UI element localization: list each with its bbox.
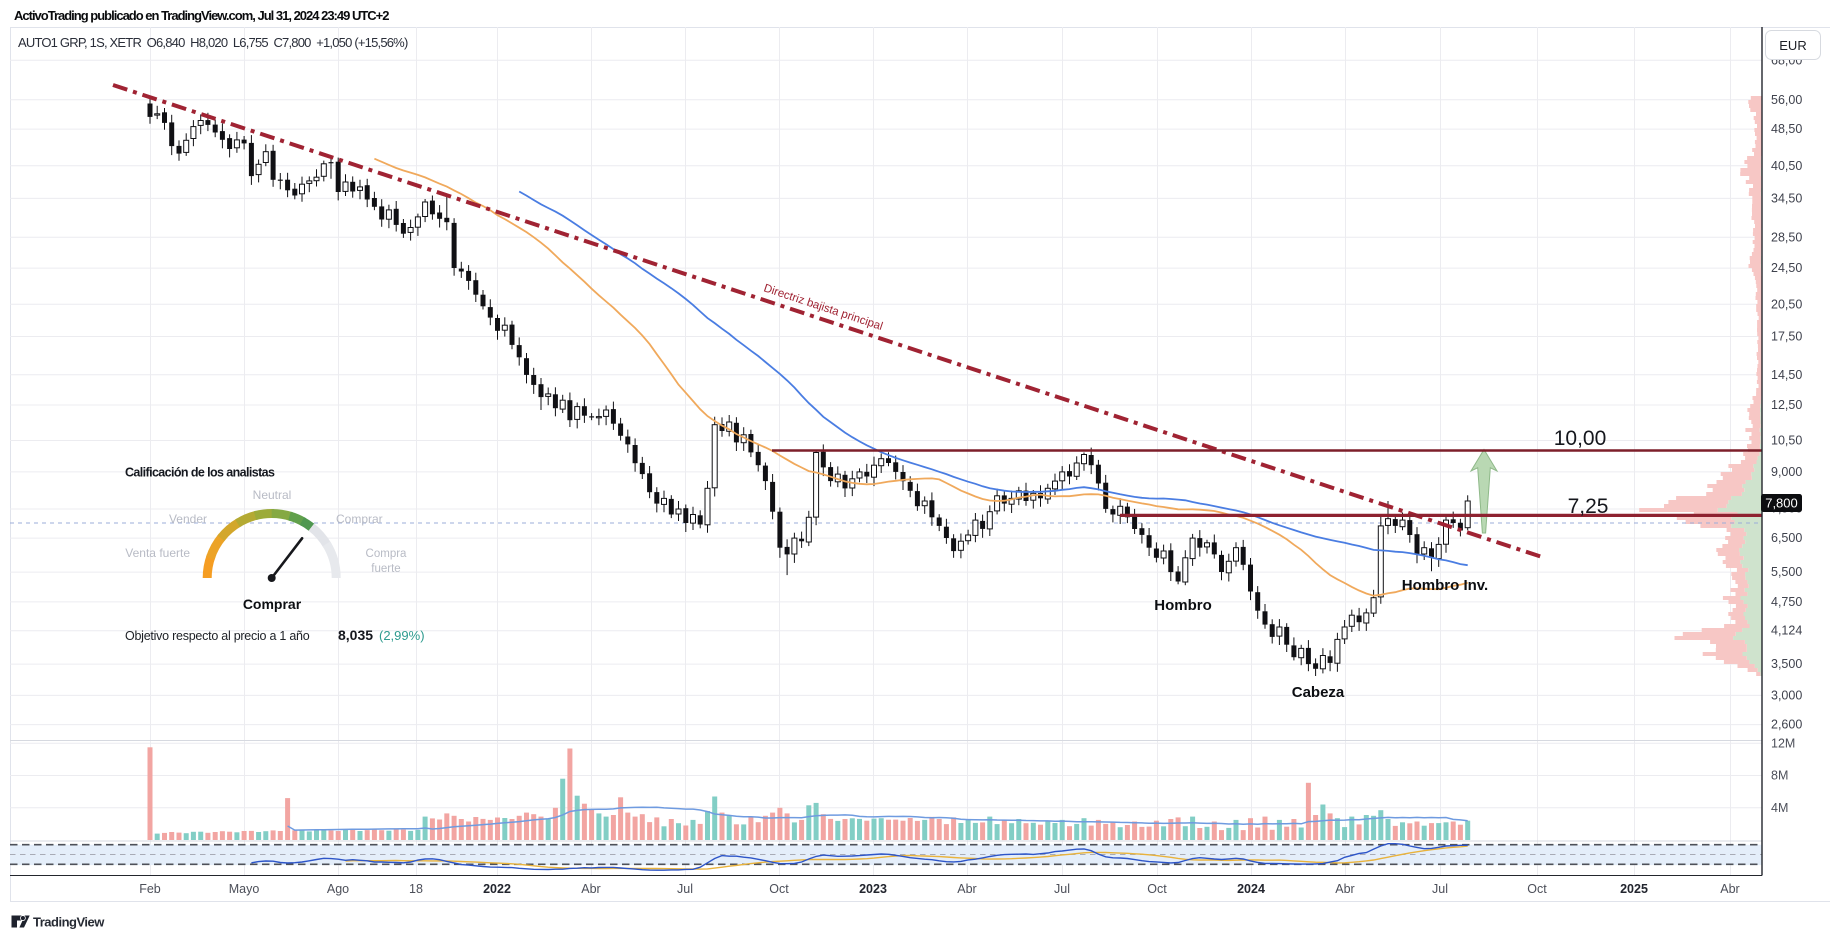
svg-text:12M: 12M <box>1771 736 1795 750</box>
svg-text:Cabeza: Cabeza <box>1292 684 1345 701</box>
svg-text:48,50: 48,50 <box>1771 122 1802 136</box>
svg-text:Venta fuerte: Venta fuerte <box>125 546 190 560</box>
svg-text:Comprar: Comprar <box>336 512 383 526</box>
svg-text:fuerte: fuerte <box>371 563 400 575</box>
svg-text:40,50: 40,50 <box>1771 159 1802 173</box>
svg-text:6,500: 6,500 <box>1771 531 1802 545</box>
svg-text:34,50: 34,50 <box>1771 191 1802 205</box>
svg-text:Vender: Vender <box>169 512 207 526</box>
svg-text:17,50: 17,50 <box>1771 330 1802 344</box>
svg-text:ActivoTrading publicado en Tra: ActivoTrading publicado en TradingView.c… <box>14 8 389 23</box>
svg-text:8,035: 8,035 <box>338 627 373 643</box>
svg-text:Ago: Ago <box>327 882 349 896</box>
svg-text:2025: 2025 <box>1620 882 1648 896</box>
svg-text:Calificación de los analistas: Calificación de los analistas <box>125 466 275 480</box>
svg-text:2022: 2022 <box>483 882 511 896</box>
svg-text:7,25: 7,25 <box>1568 495 1609 518</box>
svg-text:20,50: 20,50 <box>1771 297 1802 311</box>
svg-text:Hombro Inv.: Hombro Inv. <box>1402 577 1488 594</box>
svg-text:TradingView: TradingView <box>33 915 105 930</box>
svg-text:10,00: 10,00 <box>1554 427 1607 450</box>
svg-text:Hombro: Hombro <box>1154 597 1212 614</box>
svg-text:12,50: 12,50 <box>1771 398 1802 412</box>
svg-text:Abr: Abr <box>1335 882 1354 896</box>
svg-text:Abr: Abr <box>581 882 600 896</box>
svg-text:Objetivo respecto al precio a: Objetivo respecto al precio a 1 año <box>125 629 310 643</box>
svg-text:Oct: Oct <box>1147 882 1167 896</box>
svg-text:2,600: 2,600 <box>1771 718 1802 732</box>
svg-text:3,500: 3,500 <box>1771 657 1802 671</box>
svg-text:4M: 4M <box>1771 801 1788 815</box>
svg-text:Comprar: Comprar <box>243 596 302 612</box>
svg-text:4,750: 4,750 <box>1771 595 1802 609</box>
svg-text:Mayo: Mayo <box>229 882 260 896</box>
svg-text:Jul: Jul <box>1054 882 1070 896</box>
svg-text:7,800: 7,800 <box>1765 496 1798 511</box>
svg-text:Jul: Jul <box>677 882 693 896</box>
svg-text:8M: 8M <box>1771 769 1788 783</box>
svg-text:Jul: Jul <box>1432 882 1448 896</box>
svg-text:Oct: Oct <box>769 882 789 896</box>
svg-text:5,500: 5,500 <box>1771 565 1802 579</box>
svg-text:Abr: Abr <box>1720 882 1739 896</box>
svg-text:Feb: Feb <box>139 882 161 896</box>
svg-text:3,000: 3,000 <box>1771 688 1802 702</box>
svg-text:EUR: EUR <box>1779 38 1806 53</box>
svg-text:56,00: 56,00 <box>1771 93 1802 107</box>
svg-text:Compra: Compra <box>366 548 408 560</box>
svg-text:14,50: 14,50 <box>1771 368 1802 382</box>
svg-text:28,50: 28,50 <box>1771 230 1802 244</box>
svg-text:9,000: 9,000 <box>1771 465 1802 479</box>
svg-text:Neutral: Neutral <box>253 488 292 502</box>
svg-text:4,124: 4,124 <box>1771 624 1802 638</box>
svg-text:2023: 2023 <box>859 882 887 896</box>
svg-text:10,50: 10,50 <box>1771 434 1802 448</box>
svg-text:18: 18 <box>409 882 423 896</box>
svg-text:24,50: 24,50 <box>1771 261 1802 275</box>
svg-text:Oct: Oct <box>1527 882 1547 896</box>
svg-text:(2,99%): (2,99%) <box>379 628 425 643</box>
svg-text:AUTO1 GRP, 1S, XETR O6,840 H: AUTO1 GRP, 1S, XETR O6,840 H8,020 L6,755… <box>18 35 408 50</box>
svg-text:2024: 2024 <box>1237 882 1265 896</box>
svg-text:Abr: Abr <box>957 882 976 896</box>
